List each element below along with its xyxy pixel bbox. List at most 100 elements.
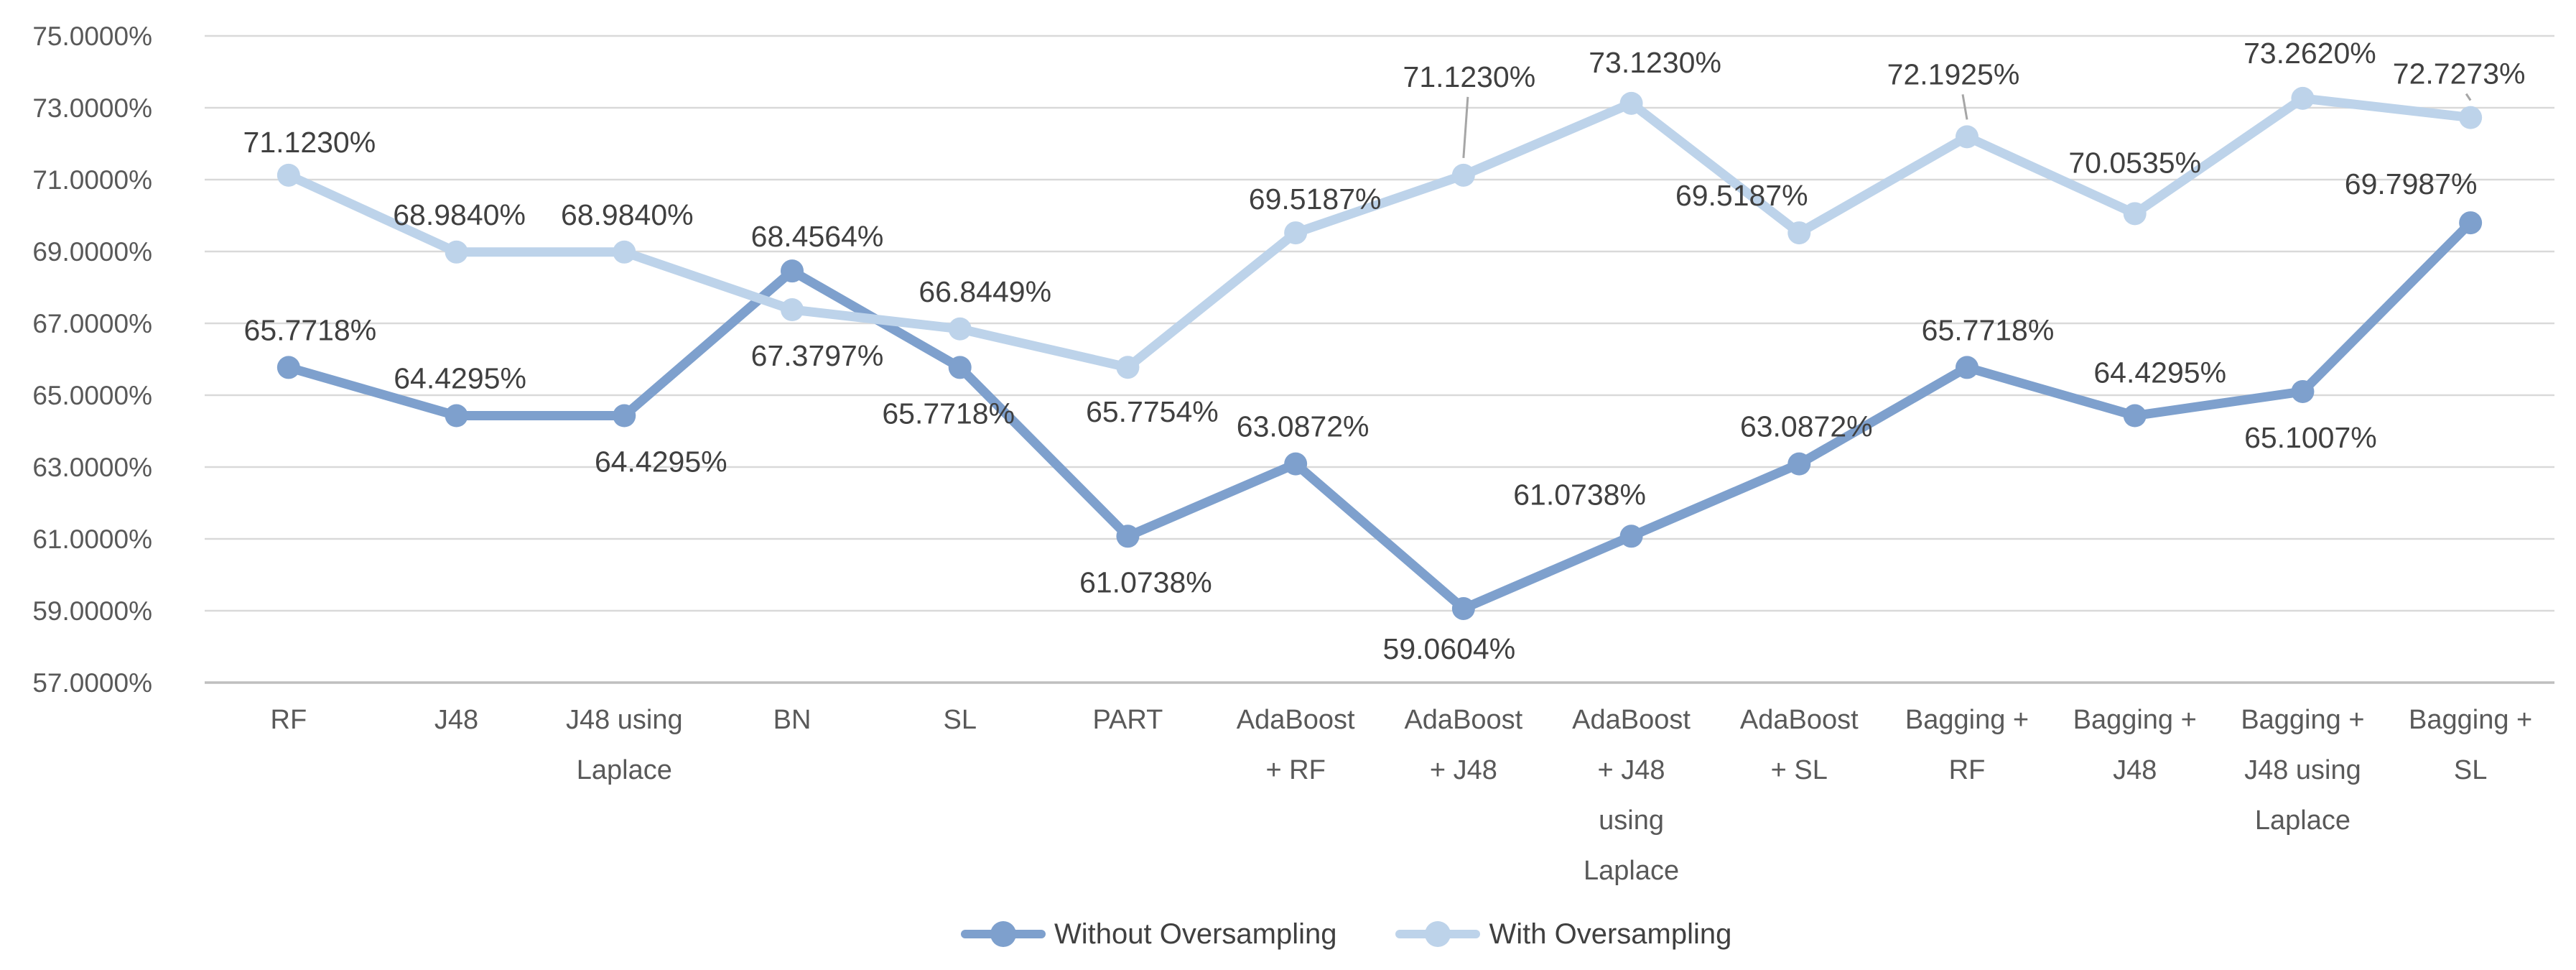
y-axis-tick-label: 59.0000% — [32, 596, 152, 626]
data-point-marker[interactable] — [948, 317, 972, 341]
x-axis-category-label: AdaBoost — [1572, 705, 1691, 735]
x-axis-category-label: AdaBoost — [1237, 705, 1355, 735]
y-axis-tick-label: 63.0000% — [32, 453, 152, 482]
legend-marker-without-oversampling-icon — [961, 920, 1046, 948]
x-axis-category-label: Laplace — [577, 755, 672, 785]
data-point-marker[interactable] — [1956, 356, 1979, 379]
data-point-marker[interactable] — [1956, 125, 1979, 149]
data-point-label: 69.5187% — [1675, 179, 1808, 212]
data-point-label: 73.1230% — [1589, 46, 1721, 79]
data-point-label: 59.0604% — [1383, 632, 1516, 665]
data-point-label: 68.9840% — [393, 198, 526, 231]
data-point-label: 66.8449% — [919, 275, 1051, 308]
label-leader-line — [1462, 96, 1469, 158]
data-point-label: 67.3797% — [751, 339, 884, 372]
y-axis-tick-label: 65.0000% — [32, 381, 152, 410]
y-axis-tick-label: 71.0000% — [32, 165, 152, 195]
y-axis-tick-label: 69.0000% — [32, 237, 152, 267]
data-point-label: 63.0872% — [1740, 410, 1873, 443]
data-point-marker[interactable] — [948, 356, 972, 379]
data-point-marker[interactable] — [1619, 91, 1643, 115]
data-point-label: 61.0738% — [1079, 565, 1212, 599]
data-point-label: 65.7754% — [1086, 395, 1219, 428]
y-axis-tick-label: 57.0000% — [32, 668, 152, 698]
y-axis-tick-label: 75.0000% — [32, 22, 152, 51]
legend-label-with-oversampling: With Oversampling — [1489, 918, 1732, 950]
data-point-marker[interactable] — [276, 356, 300, 379]
x-axis-category-label: AdaBoost — [1740, 705, 1859, 735]
data-point-marker[interactable] — [1284, 221, 1308, 245]
x-axis-category-label: + J48 — [1430, 755, 1497, 785]
data-point-marker[interactable] — [276, 163, 300, 187]
y-axis-tick-label: 73.0000% — [32, 93, 152, 123]
data-point-marker[interactable] — [1619, 525, 1643, 548]
legend-item-with-oversampling[interactable]: With Oversampling — [1395, 918, 1731, 951]
data-point-label: 69.5187% — [1249, 183, 1382, 216]
data-point-marker[interactable] — [781, 259, 804, 283]
data-point-label: 70.0535% — [2068, 146, 2201, 179]
series-line-without-oversampling[interactable] — [284, 218, 2475, 614]
data-point-marker[interactable] — [781, 298, 804, 322]
x-axis-category-label: J48 using — [566, 705, 683, 735]
x-axis-category-label: AdaBoost — [1404, 705, 1522, 735]
legend-label-without-oversampling: Without Oversampling — [1054, 918, 1337, 950]
data-point-label: 64.4295% — [394, 362, 526, 395]
data-point-label: 73.2620% — [2243, 37, 2376, 70]
x-axis-category-label: Laplace — [1584, 856, 1679, 886]
data-point-label: 69.7987% — [2345, 167, 2478, 200]
legend-item-without-oversampling[interactable]: Without Oversampling — [961, 918, 1336, 951]
data-point-label: 68.9840% — [561, 198, 694, 231]
x-axis-category-label: RF — [271, 705, 307, 735]
data-point-label: 68.4564% — [751, 220, 884, 253]
x-axis-category-label: BN — [773, 705, 812, 735]
x-axis-category-label: + RF — [1265, 755, 1325, 785]
x-axis-category-label: Laplace — [2255, 805, 2351, 836]
data-point-label: 64.4295% — [2093, 356, 2226, 389]
data-point-marker[interactable] — [1451, 596, 1475, 620]
x-axis-category-label: Bagging + — [2409, 705, 2532, 735]
data-point-marker[interactable] — [613, 240, 636, 264]
label-leader-line — [1961, 94, 1968, 120]
data-point-label: 65.7718% — [1922, 313, 2055, 346]
data-point-marker[interactable] — [445, 404, 468, 428]
data-point-marker[interactable] — [2291, 86, 2315, 110]
x-axis-category-label: + J48 — [1598, 755, 1665, 785]
data-point-marker[interactable] — [1451, 163, 1475, 187]
data-point-marker[interactable] — [1116, 525, 1140, 548]
x-axis-category-label: PART — [1093, 705, 1163, 735]
data-point-label: 63.0872% — [1237, 410, 1370, 443]
legend: Without Oversampling With Oversampling — [961, 911, 1731, 957]
series-line-with-oversampling[interactable] — [284, 93, 2475, 372]
data-point-marker[interactable] — [2459, 211, 2483, 235]
x-axis-category-label: SL — [943, 705, 976, 735]
x-axis-category-label: Bagging + — [1905, 705, 2029, 735]
data-point-label: 65.7718% — [244, 313, 377, 346]
data-point-marker[interactable] — [445, 240, 468, 264]
data-point-marker[interactable] — [1284, 452, 1308, 476]
data-point-label: 64.4295% — [595, 445, 727, 479]
data-point-label: 71.1230% — [1403, 60, 1536, 93]
x-axis-category-label: Bagging + — [2073, 705, 2197, 735]
data-point-marker[interactable] — [1787, 452, 1811, 476]
x-axis-category-label: J48 using — [2244, 755, 2361, 785]
label-leader-line — [2465, 93, 2472, 101]
data-point-marker[interactable] — [1116, 356, 1140, 379]
data-point-marker[interactable] — [613, 404, 636, 428]
data-point-label: 65.7718% — [882, 397, 1015, 430]
data-point-label: 72.1925% — [1887, 57, 2020, 91]
data-point-marker[interactable] — [2123, 202, 2147, 226]
data-point-marker[interactable] — [1787, 221, 1811, 245]
data-point-label: 65.1007% — [2244, 421, 2377, 454]
data-point-marker[interactable] — [2459, 106, 2483, 129]
x-axis-category-label: J48 — [434, 705, 478, 735]
data-point-label: 72.7273% — [2393, 57, 2526, 91]
x-axis-category-label: J48 — [2113, 755, 2157, 785]
data-point-marker[interactable] — [2291, 379, 2315, 403]
data-point-label: 71.1230% — [243, 126, 376, 159]
x-axis-category-label: + SL — [1771, 755, 1828, 785]
data-point-marker[interactable] — [2123, 404, 2147, 428]
legend-marker-with-oversampling-icon — [1395, 920, 1481, 948]
x-axis-category-label: Bagging + — [2241, 705, 2364, 735]
